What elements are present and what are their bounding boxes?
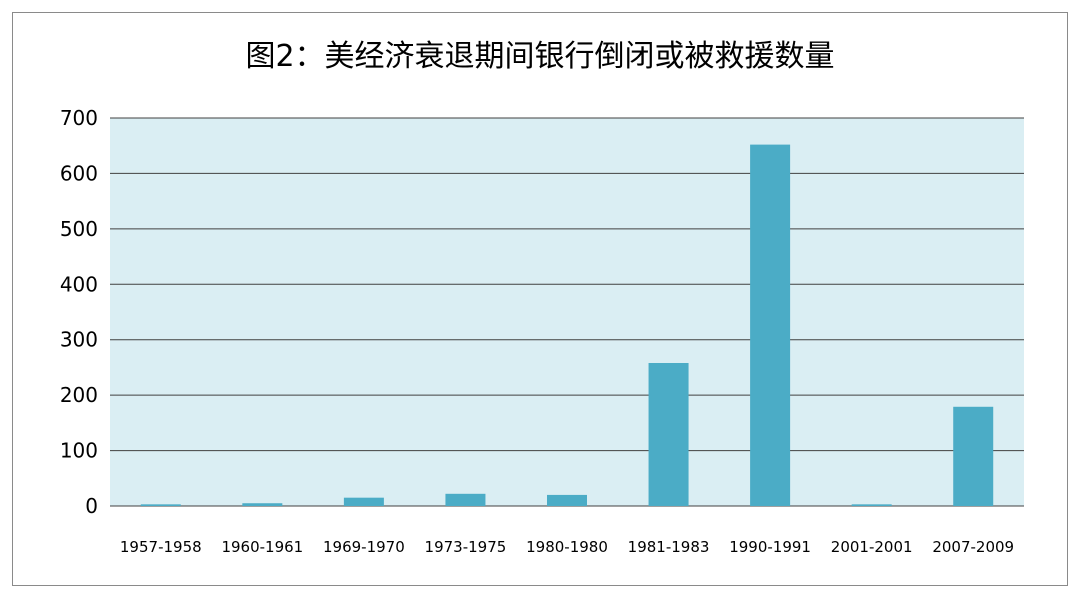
y-tick-label: 300 bbox=[60, 328, 98, 352]
x-tick-label: 1969-1970 bbox=[323, 538, 405, 556]
bar-1980-1980 bbox=[547, 494, 587, 506]
y-tick-label: 600 bbox=[60, 161, 98, 185]
y-tick-label: 200 bbox=[60, 383, 98, 407]
plot-area bbox=[110, 118, 1024, 506]
x-tick-label: 1957-1958 bbox=[120, 538, 202, 556]
x-tick-label: 2001-2001 bbox=[831, 538, 913, 556]
bar-1990-1991 bbox=[750, 144, 791, 506]
y-tick-label: 500 bbox=[60, 217, 98, 241]
x-tick-label: 1960-1961 bbox=[221, 538, 303, 556]
bar-1957-1958 bbox=[140, 504, 181, 506]
bar-2001-2001 bbox=[851, 504, 892, 506]
chart-title: 图2：美经济衰退期间银行倒闭或被救援数量 bbox=[245, 39, 834, 74]
bar-1981-1983 bbox=[648, 362, 689, 506]
x-tick-label: 1980-1980 bbox=[526, 538, 608, 556]
bar-1960-1961 bbox=[242, 503, 283, 506]
y-tick-label: 700 bbox=[60, 106, 98, 130]
x-tick-label: 1990-1991 bbox=[729, 538, 811, 556]
bar-1973-1975 bbox=[445, 493, 486, 506]
x-tick-label: 1981-1983 bbox=[628, 538, 710, 556]
y-tick-label: 400 bbox=[60, 272, 98, 296]
bar-1969-1970 bbox=[343, 497, 384, 506]
y-tick-label: 100 bbox=[60, 439, 98, 463]
bar-2007-2009 bbox=[953, 406, 994, 506]
y-tick-label: 0 bbox=[85, 494, 98, 518]
x-tick-label: 2007-2009 bbox=[932, 538, 1014, 556]
x-tick-label: 1973-1975 bbox=[425, 538, 507, 556]
